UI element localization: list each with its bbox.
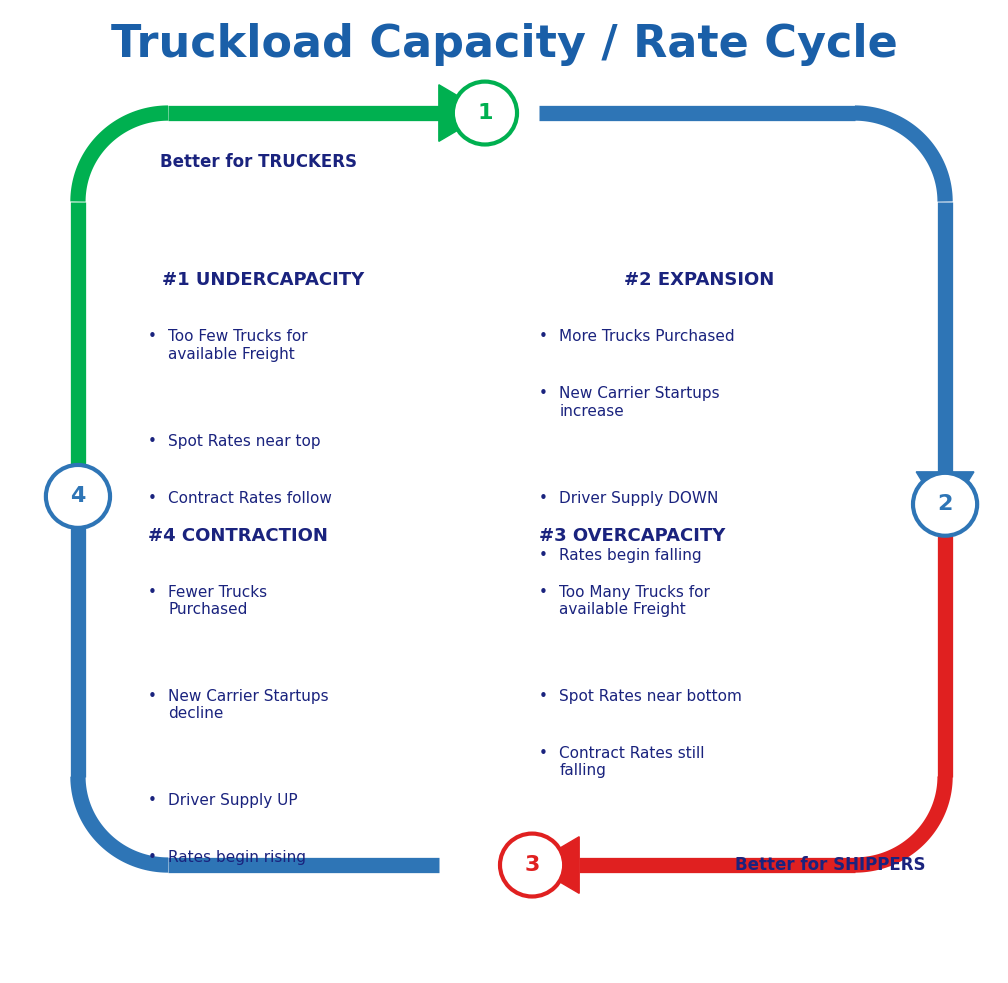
Text: •: • [539,689,548,704]
Circle shape [500,834,564,896]
Text: Rates begin rising: Rates begin rising [168,850,306,865]
Text: •: • [148,434,157,448]
Text: •: • [539,585,548,600]
Text: Driver Supply DOWN: Driver Supply DOWN [559,491,719,505]
Circle shape [913,473,977,536]
Text: •: • [148,850,157,865]
Text: •: • [539,746,548,761]
Text: •: • [148,329,157,344]
Text: Rates begin falling: Rates begin falling [559,548,702,562]
Text: Contract Rates still
falling: Contract Rates still falling [559,746,705,779]
Text: Spot Rates near top: Spot Rates near top [168,434,321,448]
Text: •: • [539,329,548,344]
Text: •: • [539,491,548,505]
Text: •: • [148,689,157,704]
Text: Better for SHIPPERS: Better for SHIPPERS [735,856,925,874]
Text: New Carrier Startups
increase: New Carrier Startups increase [559,386,720,419]
Text: #2 EXPANSION: #2 EXPANSION [624,271,774,289]
Text: •: • [148,793,157,808]
Text: 1: 1 [477,103,493,123]
Polygon shape [49,464,107,511]
Polygon shape [438,85,487,142]
Text: 2: 2 [937,494,953,514]
Text: More Trucks Purchased: More Trucks Purchased [559,329,735,344]
Text: Fewer Trucks
Purchased: Fewer Trucks Purchased [168,585,267,617]
Circle shape [46,465,110,528]
Polygon shape [916,472,974,519]
Text: Better for TRUCKERS: Better for TRUCKERS [160,153,357,171]
Text: 3: 3 [524,855,539,875]
Text: •: • [539,386,548,401]
Text: Driver Supply UP: Driver Supply UP [168,793,297,808]
Text: Contract Rates follow: Contract Rates follow [168,491,332,505]
Text: Too Few Trucks for
available Freight: Too Few Trucks for available Freight [168,329,307,362]
Text: #3 OVERCAPACITY: #3 OVERCAPACITY [539,527,726,545]
Text: 4: 4 [71,487,86,506]
Text: Too Many Trucks for
available Freight: Too Many Trucks for available Freight [559,585,710,617]
Text: New Carrier Startups
decline: New Carrier Startups decline [168,689,329,722]
Text: •: • [539,548,548,562]
Text: •: • [148,491,157,505]
Polygon shape [531,837,580,894]
Text: Truckload Capacity / Rate Cycle: Truckload Capacity / Rate Cycle [111,23,897,66]
Text: #1 UNDERCAPACITY: #1 UNDERCAPACITY [162,271,365,289]
Circle shape [453,82,517,145]
Text: Spot Rates near bottom: Spot Rates near bottom [559,689,742,704]
Text: #4 CONTRACTION: #4 CONTRACTION [148,527,328,545]
Text: •: • [148,585,157,600]
